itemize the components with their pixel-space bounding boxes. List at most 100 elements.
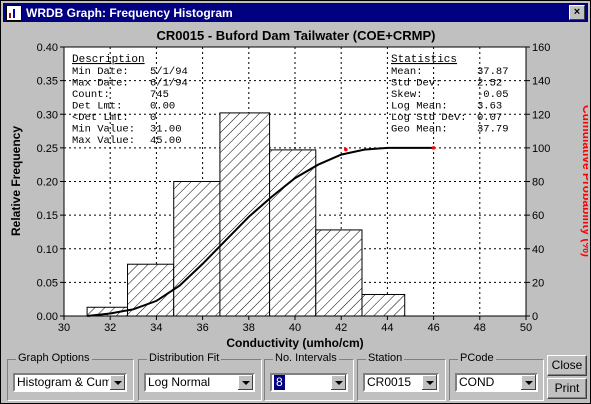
info-label: Log Mean: (391, 101, 448, 113)
info-value: 2.52 (477, 78, 502, 90)
pcode-select[interactable]: COND (455, 373, 538, 392)
info-label: Det Lmt: (72, 101, 122, 113)
chevron-down-icon[interactable] (330, 375, 346, 390)
y-tick-label: 0.20 (37, 177, 58, 189)
info-label: <Det Lmt: (72, 112, 129, 124)
info-label: Min Date: (72, 66, 129, 78)
title-bar[interactable]: WRDB Graph: Frequency Histogram × (3, 3, 588, 22)
close-button[interactable]: Close (547, 355, 587, 376)
info-value: 3.63 (477, 101, 502, 113)
y-tick-label: 0.00 (37, 311, 58, 323)
info-value: 37.87 (477, 66, 509, 78)
info-label: Max Value: (72, 135, 135, 147)
y2-axis-ticks: 0 20 40 60 80 100 120 140 160 (526, 42, 550, 323)
no-intervals-select[interactable]: 8 (270, 373, 348, 392)
info-label: Geo Mean: (391, 124, 448, 136)
y2-tick-label: 120 (532, 109, 550, 121)
info-label: Min Value: (72, 124, 135, 136)
histogram-bar-7 (361, 293, 406, 317)
x-tick-label: 44 (381, 322, 393, 334)
x-tick-label: 40 (289, 322, 301, 334)
y2-tick-label: 60 (532, 210, 544, 222)
info-value: 45.00 (150, 135, 182, 147)
info-value: 0.07 (477, 112, 502, 124)
window-title: WRDB Graph: Frequency Histogram (26, 5, 233, 20)
x-tick-label: 36 (196, 322, 208, 334)
info-heading: Statistics (391, 54, 457, 66)
x-tick-label: 34 (150, 322, 162, 334)
app-icon (6, 4, 22, 21)
y2-tick-label: 20 (532, 277, 544, 289)
distribution-fit-label: Distribution Fit (147, 352, 222, 364)
chevron-down-icon[interactable] (421, 375, 437, 390)
y-tick-label: 0.10 (37, 244, 58, 256)
y2-axis-label: Cumulative Probability (%) (580, 105, 588, 257)
y-axis-label: Relative Frequency (9, 126, 23, 236)
x-axis-label: Conductivity (umho/cm) (226, 336, 363, 350)
print-button[interactable]: Print (547, 378, 587, 399)
station-select[interactable]: CR0015 (363, 373, 439, 392)
info-label: Mean: (391, 66, 423, 78)
info-label: Max Date: (72, 78, 129, 90)
x-tick-label: 46 (427, 322, 439, 334)
window-close-button[interactable]: × (569, 5, 585, 20)
x-tick-label: 50 (520, 322, 532, 334)
chart-panel: CR0015 - Buford Dam Tailwater (COE+CRMP)… (3, 23, 591, 351)
distribution-fit-group: Distribution Fit Log Normal (138, 352, 262, 401)
x-tick-label: 48 (474, 322, 486, 334)
pcode-label: PCode (458, 352, 496, 364)
info-label: Std Dev: (391, 78, 441, 90)
x-axis-ticks: 30 32 34 36 38 40 42 44 46 48 50 (58, 316, 532, 334)
distribution-fit-select[interactable]: Log Normal (144, 373, 255, 392)
y2-tick-label: 0 (532, 311, 538, 323)
y-axis-ticks: 0.00 0.05 0.10 0.15 0.20 0.25 0.30 0.35 0.40 (37, 42, 64, 323)
x-tick-label: 30 (58, 322, 70, 334)
y-tick-label: 0.05 (37, 277, 58, 289)
y2-tick-label: 100 (532, 143, 550, 155)
histogram-bar-6 (315, 229, 363, 317)
info-value: 6/1/94 (150, 78, 188, 90)
histogram-chart: CR0015 - Buford Dam Tailwater (COE+CRMP)… (9, 28, 591, 350)
info-value: 5/1/94 (150, 66, 188, 78)
graph-options-label: Graph Options (16, 352, 92, 364)
info-label: Skew: (391, 89, 423, 101)
graph-options-value: Histogram & Cumula (17, 375, 127, 389)
chevron-down-icon[interactable] (520, 375, 536, 390)
y-tick-label: 0.25 (37, 143, 58, 155)
y2-tick-label: 80 (532, 177, 544, 189)
info-value: -0.05 (477, 89, 509, 101)
pcode-group: PCode COND (449, 352, 544, 401)
graph-options-group: Graph Options Histogram & Cumula (7, 352, 134, 401)
chevron-down-icon[interactable] (237, 375, 253, 390)
info-label: Count: (72, 89, 110, 101)
chevron-down-icon[interactable] (109, 375, 125, 390)
pcode-value: COND (459, 375, 495, 389)
info-value: 31.00 (150, 124, 182, 136)
info-value: 0 (150, 112, 156, 124)
no-intervals-value: 8 (274, 375, 285, 390)
x-tick-label: 42 (335, 322, 347, 334)
info-heading: Description (72, 54, 145, 66)
histogram-bar-3 (173, 181, 221, 317)
info-value: 37.79 (477, 124, 509, 136)
cumulative-point-2 (431, 146, 436, 150)
station-label: Station (366, 352, 405, 364)
y2-tick-label: 160 (532, 42, 550, 54)
y-tick-label: 0.15 (37, 210, 58, 222)
station-value: CR0015 (367, 375, 412, 389)
y-tick-label: 0.40 (37, 42, 58, 54)
cumulative-line (86, 146, 434, 317)
info-label: Log Std Dev: (391, 112, 467, 124)
cumulative-curve (86, 146, 436, 317)
histogram-bar-4 (219, 112, 271, 317)
y-tick-label: 0.35 (37, 76, 58, 88)
no-intervals-group: No. Intervals 8 (264, 352, 354, 401)
graph-options-select[interactable]: Histogram & Cumula (13, 373, 127, 392)
histogram-bars (86, 112, 406, 317)
chart-title: CR0015 - Buford Dam Tailwater (COE+CRMP) (157, 28, 436, 43)
y-tick-label: 0.30 (37, 109, 58, 121)
station-group: Station CR0015 (357, 352, 446, 401)
